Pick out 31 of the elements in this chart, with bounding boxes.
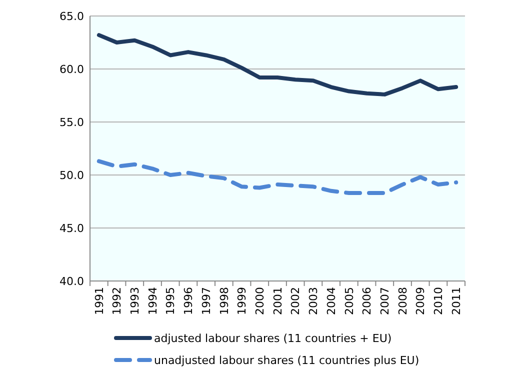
x-tick-label: 1994 bbox=[146, 287, 160, 315]
x-tick-label: 2010 bbox=[432, 287, 446, 315]
x-tick-label: 2004 bbox=[324, 287, 338, 315]
x-tick-label: 1996 bbox=[182, 287, 196, 315]
x-tick-label: 1999 bbox=[236, 287, 249, 315]
x-tick-label: 1997 bbox=[200, 287, 213, 315]
legend-label: unadjusted labour shares (11 countries plus EU) bbox=[154, 354, 420, 367]
x-tick-label: 2001 bbox=[271, 287, 284, 315]
legend-label: adjusted labour shares (11 countries + EU) bbox=[154, 332, 392, 345]
y-tick-label: 65.0 bbox=[60, 10, 84, 23]
x-tick-label: 2005 bbox=[342, 287, 356, 315]
y-tick-label: 40.0 bbox=[60, 274, 84, 288]
x-tick-label: 1995 bbox=[164, 287, 178, 315]
y-tick-label: 55.0 bbox=[60, 116, 84, 129]
y-tick-label: 45.0 bbox=[60, 222, 84, 235]
x-tick-label: 2006 bbox=[360, 287, 374, 315]
line-series bbox=[96, 159, 458, 196]
x-tick-label: 1993 bbox=[128, 287, 142, 315]
x-tick-label: 1998 bbox=[218, 287, 231, 315]
line-series bbox=[96, 33, 458, 96]
x-tick-label: 1991 bbox=[92, 287, 106, 315]
x-tick-label: 2002 bbox=[289, 287, 302, 315]
x-tick-label: 1992 bbox=[110, 287, 124, 315]
x-tick-label: 2008 bbox=[396, 287, 410, 315]
y-tick-label: 60.0 bbox=[60, 62, 84, 76]
x-tick-label: 2007 bbox=[378, 287, 392, 315]
x-tick-label: 2000 bbox=[253, 287, 266, 315]
y-tick-label: 50.0 bbox=[60, 168, 84, 182]
x-tick-label: 2003 bbox=[307, 287, 320, 315]
x-tick-label: 2011 bbox=[450, 287, 463, 315]
x-tick-label: 2009 bbox=[414, 287, 428, 315]
